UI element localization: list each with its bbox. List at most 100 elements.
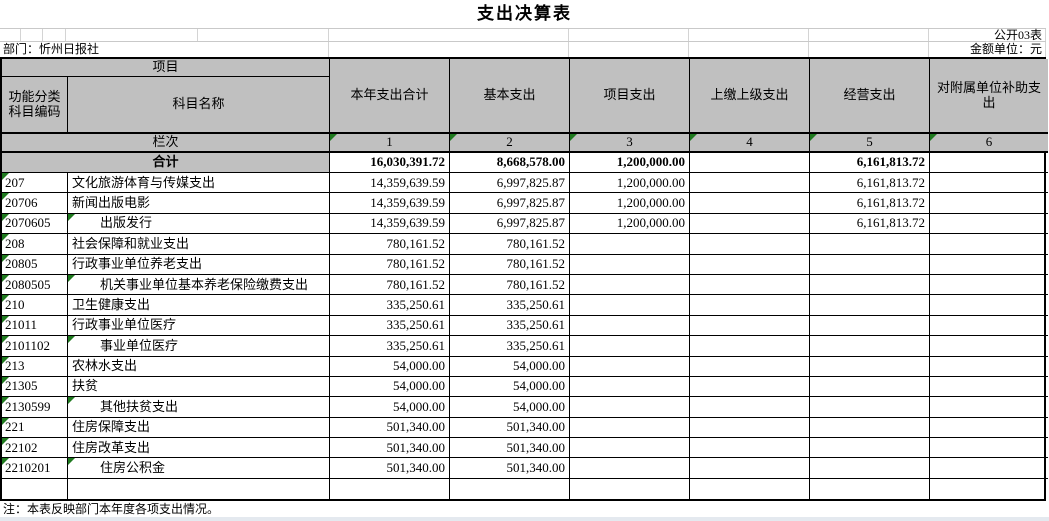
- amount-cell[interactable]: [810, 295, 930, 316]
- header-code[interactable]: 功能分类科目编码: [2, 77, 68, 134]
- column-number-cell[interactable]: 6: [930, 134, 1048, 153]
- amount-cell[interactable]: 1,200,000.00: [570, 173, 690, 194]
- name-cell[interactable]: 社会保障和就业支出: [68, 234, 330, 255]
- total-label-cell[interactable]: 合计: [2, 153, 330, 173]
- amount-cell[interactable]: [690, 213, 810, 235]
- amount-cell[interactable]: 335,250.61: [330, 295, 450, 316]
- amount-cell[interactable]: [810, 478, 930, 500]
- amount-cell[interactable]: [690, 336, 810, 357]
- amount-cell[interactable]: 54,000.00: [330, 356, 450, 377]
- column-number-cell[interactable]: 5: [810, 134, 930, 153]
- column-number-cell[interactable]: 3: [570, 134, 690, 153]
- code-cell[interactable]: 213: [2, 356, 68, 377]
- amount-cell[interactable]: [690, 417, 810, 439]
- name-cell[interactable]: 行政事业单位医疗: [68, 315, 330, 337]
- amount-cell[interactable]: [930, 336, 1048, 357]
- amount-cell[interactable]: [810, 376, 930, 398]
- amount-cell[interactable]: [690, 234, 810, 255]
- amount-cell[interactable]: 6,997,825.87: [450, 213, 570, 235]
- amount-cell[interactable]: 780,161.52: [450, 254, 570, 275]
- amount-cell[interactable]: [330, 478, 450, 500]
- amount-cell[interactable]: 780,161.52: [450, 234, 570, 255]
- amount-cell[interactable]: 780,161.52: [450, 274, 570, 296]
- amount-cell[interactable]: 54,000.00: [330, 376, 450, 398]
- amount-cell[interactable]: 6,161,813.72: [810, 193, 930, 214]
- header-project-group[interactable]: 项目: [2, 59, 330, 77]
- amount-cell[interactable]: [930, 377, 1048, 398]
- amount-cell[interactable]: [930, 438, 1048, 459]
- amount-cell[interactable]: [690, 315, 810, 337]
- code-cell[interactable]: 20706: [2, 193, 68, 214]
- amount-cell[interactable]: [930, 173, 1048, 194]
- code-cell[interactable]: 2130599: [2, 397, 68, 418]
- amount-cell[interactable]: [570, 274, 690, 296]
- code-cell[interactable]: 2101102: [2, 336, 68, 357]
- amount-cell[interactable]: 1,200,000.00: [570, 213, 690, 235]
- amount-cell[interactable]: [690, 254, 810, 275]
- amount-cell[interactable]: 335,250.61: [330, 315, 450, 337]
- amount-cell[interactable]: [570, 254, 690, 275]
- name-cell[interactable]: 机关事业单位基本养老保险缴费支出: [68, 274, 330, 296]
- amount-cell[interactable]: 6,997,825.87: [450, 193, 570, 214]
- header-col-total-expenditure[interactable]: 本年支出合计: [330, 59, 450, 134]
- amount-cell[interactable]: 335,250.61: [330, 336, 450, 357]
- amount-cell[interactable]: [690, 438, 810, 459]
- name-cell[interactable]: 住房保障支出: [68, 417, 330, 439]
- amount-cell[interactable]: 6,997,825.87: [450, 173, 570, 194]
- amount-cell[interactable]: [690, 295, 810, 316]
- total-amount-cell[interactable]: [930, 153, 1048, 173]
- amount-cell[interactable]: [690, 173, 810, 194]
- name-cell[interactable]: 行政事业单位养老支出: [68, 254, 330, 275]
- amount-cell[interactable]: [930, 479, 1048, 499]
- amount-cell[interactable]: 501,340.00: [330, 438, 450, 459]
- amount-cell[interactable]: [690, 376, 810, 398]
- amount-cell[interactable]: [930, 295, 1048, 316]
- amount-cell[interactable]: [930, 255, 1048, 275]
- amount-cell[interactable]: [810, 356, 930, 377]
- amount-cell[interactable]: 501,340.00: [330, 458, 450, 479]
- amount-cell[interactable]: [810, 315, 930, 337]
- amount-cell[interactable]: [930, 357, 1048, 377]
- name-cell[interactable]: 卫生健康支出: [68, 295, 330, 316]
- amount-cell[interactable]: 335,250.61: [450, 315, 570, 337]
- name-cell[interactable]: 出版发行: [68, 213, 330, 235]
- amount-cell[interactable]: [570, 376, 690, 398]
- name-cell[interactable]: 其他扶贫支出: [68, 397, 330, 418]
- amount-cell[interactable]: [570, 417, 690, 439]
- code-cell[interactable]: 2080505: [2, 274, 68, 296]
- amount-cell[interactable]: 6,161,813.72: [810, 213, 930, 235]
- amount-cell[interactable]: [570, 397, 690, 418]
- total-amount-cell[interactable]: 1,200,000.00: [570, 153, 690, 173]
- code-cell[interactable]: 22102: [2, 438, 68, 459]
- header-name[interactable]: 科目名称: [68, 77, 330, 134]
- amount-cell[interactable]: [930, 418, 1048, 439]
- amount-cell[interactable]: 1,200,000.00: [570, 193, 690, 214]
- amount-cell[interactable]: 14,359,639.59: [330, 213, 450, 235]
- name-cell[interactable]: 事业单位医疗: [68, 336, 330, 357]
- name-cell[interactable]: 文化旅游体育与传媒支出: [68, 173, 330, 194]
- name-cell[interactable]: 新闻出版电影: [68, 193, 330, 214]
- header-col-project-expenditure[interactable]: 项目支出: [570, 59, 690, 134]
- amount-cell[interactable]: [570, 234, 690, 255]
- amount-cell[interactable]: [570, 315, 690, 337]
- name-cell[interactable]: 农林水支出: [68, 356, 330, 377]
- code-cell[interactable]: 21011: [2, 315, 68, 337]
- amount-cell[interactable]: 14,359,639.59: [330, 173, 450, 194]
- amount-cell[interactable]: 501,340.00: [450, 438, 570, 459]
- amount-cell[interactable]: [690, 397, 810, 418]
- amount-cell[interactable]: [930, 234, 1048, 255]
- amount-cell[interactable]: 501,340.00: [450, 417, 570, 439]
- column-number-cell[interactable]: 4: [690, 134, 810, 153]
- column-number-cell[interactable]: 2: [450, 134, 570, 153]
- amount-cell[interactable]: [810, 438, 930, 459]
- total-amount-cell[interactable]: [690, 153, 810, 173]
- name-cell[interactable]: [68, 478, 330, 500]
- code-cell[interactable]: 221: [2, 417, 68, 439]
- amount-cell[interactable]: 335,250.61: [450, 295, 570, 316]
- amount-cell[interactable]: 780,161.52: [330, 254, 450, 275]
- amount-cell[interactable]: 501,340.00: [330, 417, 450, 439]
- amount-cell[interactable]: [810, 417, 930, 439]
- total-amount-cell[interactable]: 8,668,578.00: [450, 153, 570, 173]
- header-col-basic-expenditure[interactable]: 基本支出: [450, 59, 570, 134]
- amount-cell[interactable]: [690, 193, 810, 214]
